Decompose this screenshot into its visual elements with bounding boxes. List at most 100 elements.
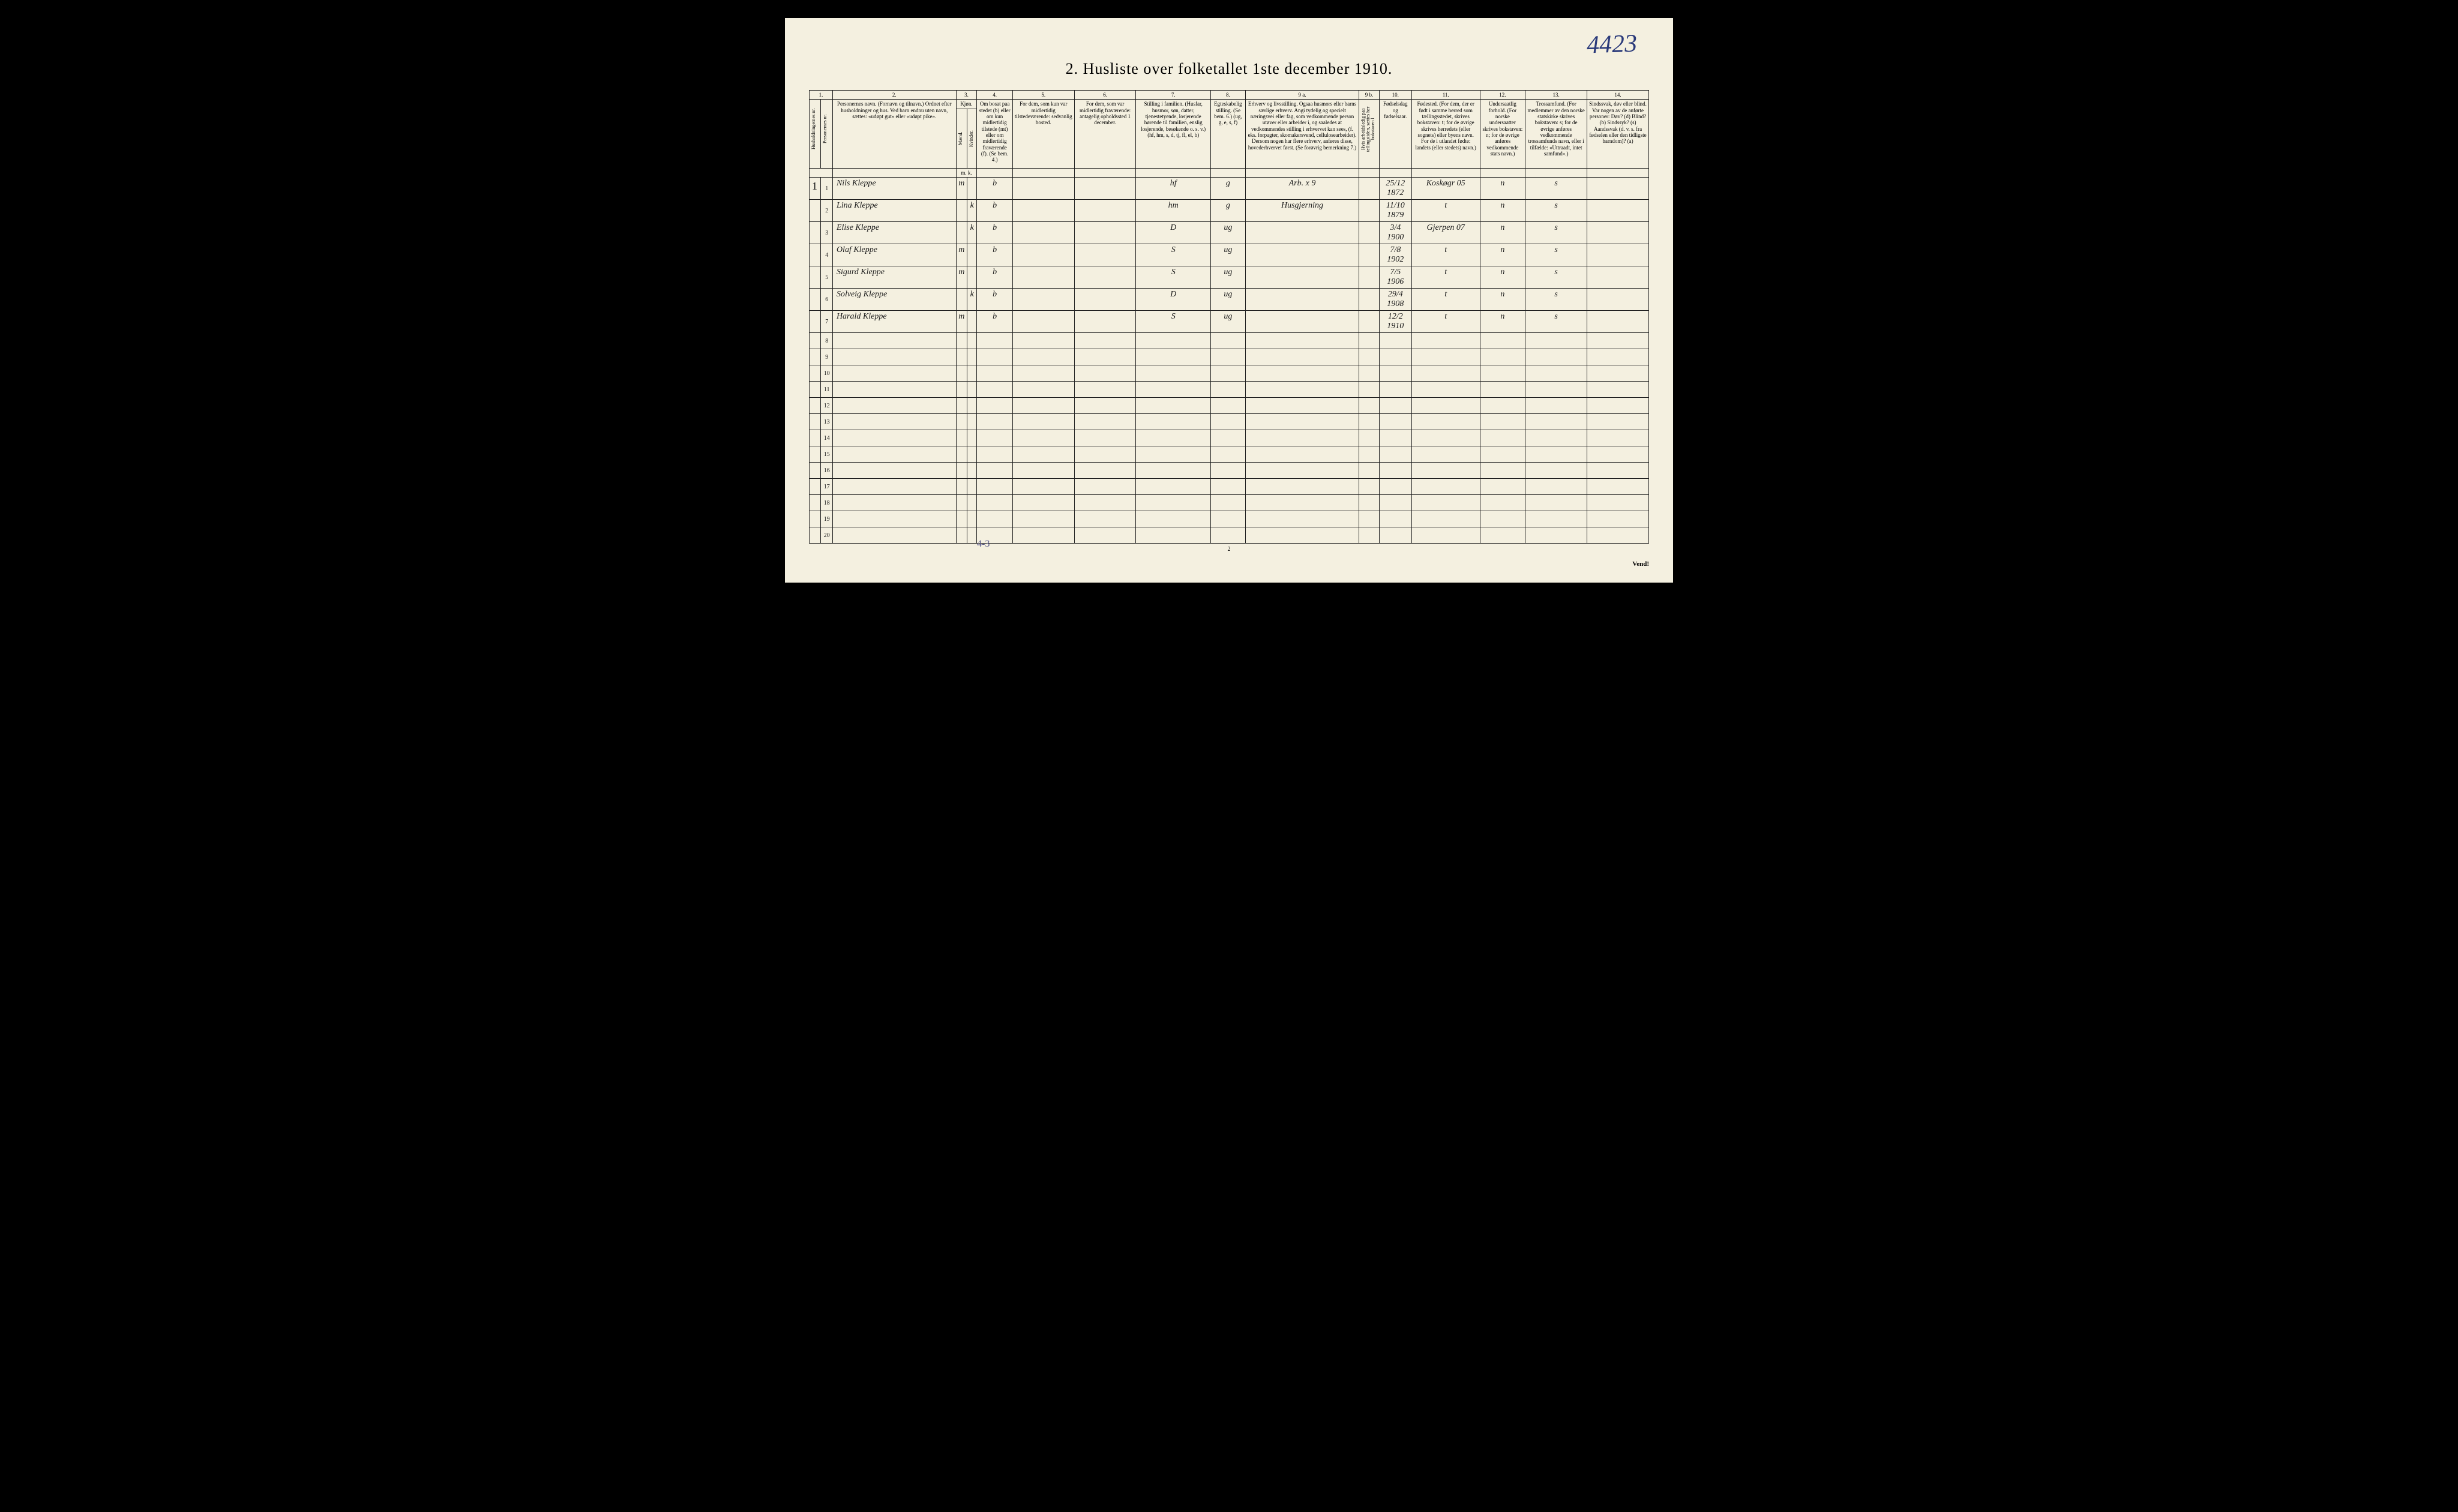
cell-fodested bbox=[1411, 414, 1480, 430]
cell-c6 bbox=[1074, 222, 1136, 244]
cell-erhverv bbox=[1245, 365, 1359, 382]
cell-stilling bbox=[1136, 349, 1210, 365]
table-row: 7Harald KleppembSug12/2 1910tns bbox=[810, 311, 1649, 333]
cell-sindssvak bbox=[1587, 244, 1649, 266]
colnum-3: 3. bbox=[956, 91, 977, 100]
cell-person-nr: 11 bbox=[821, 382, 832, 398]
cell-sex-k bbox=[967, 414, 977, 430]
cell-name bbox=[832, 333, 956, 349]
cell-trossamfund bbox=[1525, 511, 1587, 527]
cell-c6 bbox=[1074, 398, 1136, 414]
cell-sex-k bbox=[967, 463, 977, 479]
cell-arbeidsledig bbox=[1359, 511, 1380, 527]
cell-trossamfund bbox=[1525, 479, 1587, 495]
archive-number-handwritten: 4423 bbox=[1586, 29, 1638, 60]
cell-fodested bbox=[1411, 527, 1480, 544]
cell-trossamfund: s bbox=[1525, 311, 1587, 333]
cell-egteskab bbox=[1210, 446, 1245, 463]
cell-c5 bbox=[1012, 382, 1074, 398]
cell-household bbox=[810, 333, 821, 349]
cell-c5 bbox=[1012, 511, 1074, 527]
cell-person-nr: 17 bbox=[821, 479, 832, 495]
cell-name bbox=[832, 382, 956, 398]
cell-egteskab bbox=[1210, 398, 1245, 414]
cell-sex-m bbox=[956, 200, 967, 222]
table-row: 8 bbox=[810, 333, 1649, 349]
cell-person-nr: 14 bbox=[821, 430, 832, 446]
cell-fodselsdato bbox=[1379, 430, 1411, 446]
cell-c6 bbox=[1074, 511, 1136, 527]
cell-fodselsdato bbox=[1379, 382, 1411, 398]
cell-sindssvak bbox=[1587, 289, 1649, 311]
cell-trossamfund: s bbox=[1525, 266, 1587, 289]
cell-sindssvak bbox=[1587, 527, 1649, 544]
cell-arbeidsledig bbox=[1359, 200, 1380, 222]
cell-sex-m: m bbox=[956, 311, 967, 333]
cell-fodested bbox=[1411, 479, 1480, 495]
cell-sex-m bbox=[956, 495, 967, 511]
table-row: 9 bbox=[810, 349, 1649, 365]
cell-sex-m bbox=[956, 446, 967, 463]
cell-c5 bbox=[1012, 333, 1074, 349]
cell-erhverv bbox=[1245, 289, 1359, 311]
cell-c5 bbox=[1012, 349, 1074, 365]
cell-stilling: S bbox=[1136, 311, 1210, 333]
cell-stilling bbox=[1136, 463, 1210, 479]
cell-fodested bbox=[1411, 446, 1480, 463]
header-kjon: Kjøn. bbox=[956, 100, 977, 109]
cell-arbeidsledig bbox=[1359, 495, 1380, 511]
cell-c5 bbox=[1012, 365, 1074, 382]
cell-egteskab bbox=[1210, 414, 1245, 430]
cell-c5 bbox=[1012, 430, 1074, 446]
header-navn: Personernes navn. (Fornavn og tilnavn.) … bbox=[832, 100, 956, 168]
cell-c6 bbox=[1074, 463, 1136, 479]
cell-stilling bbox=[1136, 382, 1210, 398]
table-row: 10 bbox=[810, 365, 1649, 382]
cell-c6 bbox=[1074, 527, 1136, 544]
cell-arbeidsledig bbox=[1359, 398, 1380, 414]
cell-arbeidsledig bbox=[1359, 289, 1380, 311]
cell-erhverv bbox=[1245, 463, 1359, 479]
cell-name bbox=[832, 365, 956, 382]
cell-erhverv: Arb. x 9 bbox=[1245, 178, 1359, 200]
cell-c6 bbox=[1074, 266, 1136, 289]
colnum-2: 2. bbox=[832, 91, 956, 100]
cell-sex-m: m bbox=[956, 178, 967, 200]
cell-fodselsdato bbox=[1379, 349, 1411, 365]
cell-bosat: b bbox=[977, 266, 1013, 289]
cell-bosat: b bbox=[977, 200, 1013, 222]
colnum-6: 6. bbox=[1074, 91, 1136, 100]
cell-person-nr: 18 bbox=[821, 495, 832, 511]
cell-bosat bbox=[977, 511, 1013, 527]
cell-person-nr: 1 bbox=[821, 178, 832, 200]
cell-household bbox=[810, 311, 821, 333]
cell-arbeidsledig bbox=[1359, 266, 1380, 289]
table-row: 12 bbox=[810, 398, 1649, 414]
cell-person-nr: 19 bbox=[821, 511, 832, 527]
cell-stilling bbox=[1136, 414, 1210, 430]
cell-fodested bbox=[1411, 495, 1480, 511]
cell-trossamfund: s bbox=[1525, 200, 1587, 222]
cell-c5 bbox=[1012, 222, 1074, 244]
cell-arbeidsledig bbox=[1359, 222, 1380, 244]
table-row: 13 bbox=[810, 414, 1649, 430]
colnum-13: 13. bbox=[1525, 91, 1587, 100]
cell-c5 bbox=[1012, 527, 1074, 544]
cell-person-nr: 20 bbox=[821, 527, 832, 544]
table-header: 1. 2. 3. 4. 5. 6. 7. 8. 9 a. 9 b. 10. 11… bbox=[810, 91, 1649, 178]
cell-erhverv bbox=[1245, 244, 1359, 266]
cell-sex-k bbox=[967, 511, 977, 527]
cell-erhverv bbox=[1245, 222, 1359, 244]
cell-egteskab: ug bbox=[1210, 266, 1245, 289]
cell-stilling bbox=[1136, 495, 1210, 511]
cell-trossamfund bbox=[1525, 349, 1587, 365]
header-person-nr: Personernes nr. bbox=[823, 101, 828, 157]
table-row: 19 bbox=[810, 511, 1649, 527]
cell-household bbox=[810, 382, 821, 398]
cell-undersaat: n bbox=[1480, 178, 1525, 200]
cell-undersaat bbox=[1480, 349, 1525, 365]
table-row: 16 bbox=[810, 463, 1649, 479]
cell-sex-k bbox=[967, 479, 977, 495]
cell-name bbox=[832, 414, 956, 430]
cell-arbeidsledig bbox=[1359, 463, 1380, 479]
